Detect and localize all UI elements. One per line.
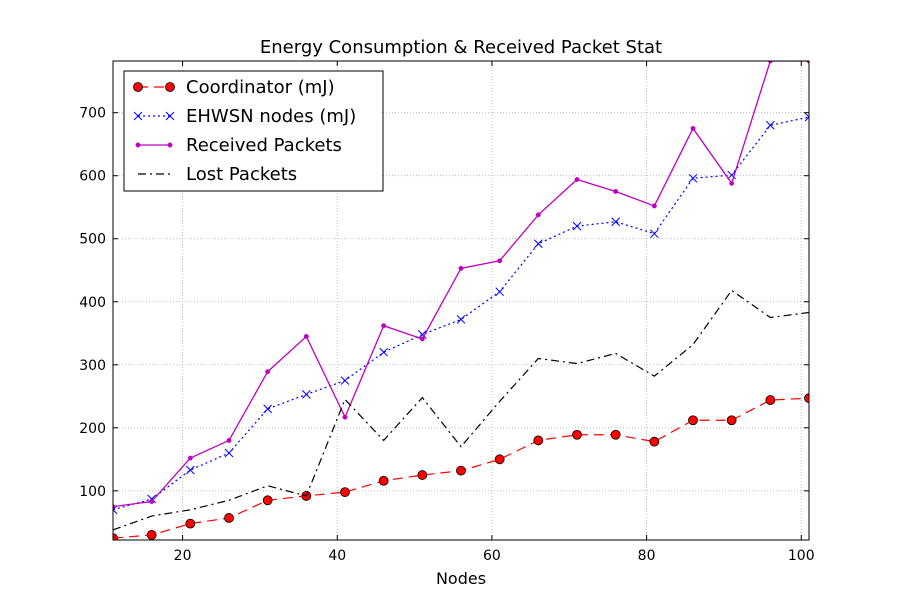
received-point	[690, 125, 696, 131]
coordinator-point	[533, 435, 544, 446]
received-point	[135, 142, 141, 148]
coordinator-point	[224, 513, 234, 523]
received-point	[167, 142, 173, 148]
legend-entry: Received Packets	[135, 135, 342, 156]
legend-label: Lost Packets	[186, 164, 297, 185]
coordinator-point	[417, 470, 428, 480]
x-tick-label: 100	[788, 548, 815, 564]
coordinator-point	[262, 495, 273, 506]
y-tick-label: 500	[79, 232, 106, 248]
received-point	[613, 189, 619, 194]
coordinator-point	[572, 429, 582, 440]
x-tick-label: 60	[483, 548, 501, 564]
ehwsn-point	[649, 229, 659, 239]
legend-label: Coordinator (mJ)	[186, 77, 335, 98]
ehwsn-point	[417, 330, 427, 339]
ehwsn-point	[263, 404, 273, 414]
coordinator-point	[165, 82, 175, 92]
coordinator-point	[340, 487, 350, 498]
y-tick-label: 600	[79, 169, 106, 185]
coordinator-point	[494, 454, 505, 465]
ehwsn-point	[224, 448, 234, 458]
ehwsn-point	[765, 120, 775, 130]
y-tick-label: 400	[79, 295, 106, 311]
x-tick-label: 80	[638, 548, 656, 564]
series-layer	[113, 61, 809, 540]
received-point	[535, 212, 541, 218]
received-point	[149, 499, 155, 505]
legend-entry: Lost Packets	[138, 164, 297, 185]
ehwsn-point	[533, 239, 543, 249]
x-tick-label: 20	[174, 548, 192, 564]
legend-label: Received Packets	[186, 135, 342, 156]
legend: Coordinator (mJ) EHWSN nodes (mJ) Received…	[123, 70, 384, 192]
ehwsn-point	[688, 173, 698, 183]
received-point	[419, 336, 425, 342]
plot-area-frame	[112, 60, 810, 541]
received-point	[187, 455, 193, 461]
y-tick-label: 200	[79, 421, 106, 437]
coordinator-point	[610, 429, 621, 440]
x-axis-label: Nodes	[436, 569, 486, 588]
coordinator-point	[113, 533, 118, 540]
received-point	[303, 333, 309, 339]
series-clip-group	[113, 61, 809, 540]
received-point	[226, 437, 232, 443]
received-point	[651, 203, 657, 209]
ehwsn-point	[185, 465, 195, 475]
coordinator-point	[804, 393, 809, 404]
coordinator-point	[456, 465, 466, 476]
received-point	[342, 414, 348, 420]
ehwsn-point	[165, 111, 175, 121]
ehwsn-point	[340, 376, 350, 385]
chart-title: Energy Consumption & Received Packet Sta…	[260, 37, 662, 58]
received-point	[265, 369, 271, 375]
series-line-3	[113, 289, 809, 531]
received-point	[729, 180, 735, 186]
coordinator-point	[726, 415, 737, 426]
legend-entry: Coordinator (mJ)	[133, 77, 335, 98]
coordinator-point	[146, 530, 157, 540]
axis-ticks: 20 40 60 80 100 100 200 300 400 500 600 700	[79, 61, 815, 564]
y-tick-label: 300	[79, 358, 106, 374]
received-point	[458, 265, 464, 271]
legend-box	[123, 70, 384, 192]
coordinator-point	[378, 475, 389, 486]
legend-label: EHWSN nodes (mJ)	[186, 106, 356, 127]
coordinator-point	[185, 518, 196, 529]
ehwsn-point	[379, 347, 389, 357]
coordinator-point	[649, 436, 660, 447]
ehwsn-point	[495, 287, 505, 297]
ehwsn-point	[456, 315, 466, 324]
coordinator-point	[688, 415, 698, 426]
ehwsn-point	[727, 170, 737, 180]
received-point	[381, 323, 387, 329]
grid	[113, 61, 809, 540]
y-tick-label: 100	[79, 484, 106, 500]
ehwsn-point	[804, 112, 809, 122]
coordinator-point	[133, 82, 143, 92]
ehwsn-point	[572, 221, 582, 231]
ehwsn-point	[113, 505, 118, 515]
y-tick-label: 700	[79, 106, 106, 122]
received-point	[767, 61, 773, 64]
ehwsn-point	[611, 217, 621, 227]
legend-entry: EHWSN nodes (mJ)	[133, 106, 356, 127]
x-tick-label: 40	[328, 548, 346, 564]
received-point	[497, 258, 503, 264]
ehwsn-point	[301, 390, 311, 399]
ehwsn-point	[133, 111, 143, 121]
coordinator-point	[765, 395, 776, 405]
received-point	[574, 177, 580, 182]
